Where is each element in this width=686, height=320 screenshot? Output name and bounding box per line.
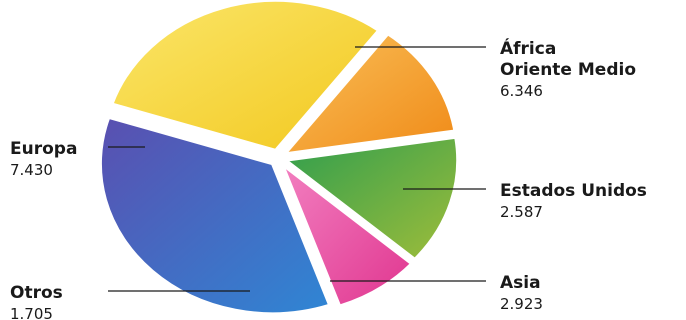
slice-label-0-0: África xyxy=(500,37,556,59)
slice-label-2-0: Asia xyxy=(500,273,541,293)
slice-label-0-1: Oriente Medio xyxy=(500,60,636,80)
slice-value-3: 1.705 xyxy=(10,305,53,320)
slice-label-4-0: Europa xyxy=(10,139,77,159)
pie-slice-0 xyxy=(110,0,381,153)
slice-value-1: 2.587 xyxy=(500,203,543,221)
pie-slice-1 xyxy=(281,31,457,156)
slice-value-0: 6.346 xyxy=(500,82,543,100)
pie-slice-4 xyxy=(98,115,332,316)
slice-label-1-0: Estados Unidos xyxy=(500,181,647,201)
pie-slices xyxy=(98,0,460,316)
slice-value-2: 2.923 xyxy=(500,295,543,313)
pie-slice-2 xyxy=(281,135,460,262)
slice-value-4: 7.430 xyxy=(10,161,53,179)
pie-slice-3 xyxy=(279,160,414,308)
slice-label-3-0: Otros xyxy=(10,283,63,303)
